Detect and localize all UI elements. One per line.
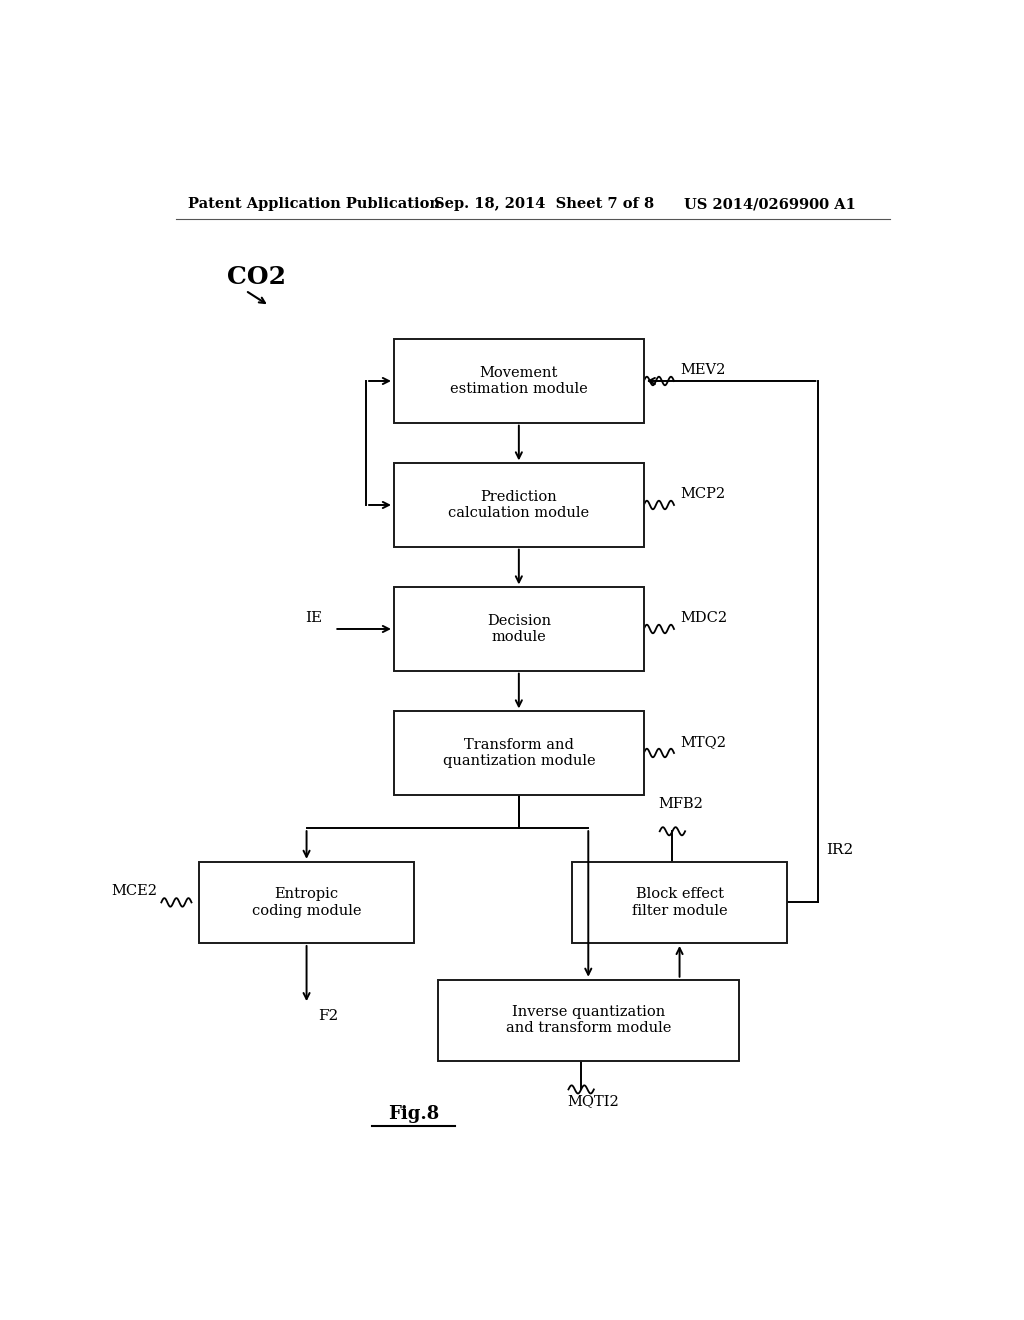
Text: MDC2: MDC2	[680, 611, 727, 624]
Text: Movement
estimation module: Movement estimation module	[450, 366, 588, 396]
Text: MFB2: MFB2	[658, 797, 703, 810]
FancyBboxPatch shape	[200, 862, 414, 942]
Text: US 2014/0269900 A1: US 2014/0269900 A1	[684, 197, 855, 211]
Text: Patent Application Publication: Patent Application Publication	[187, 197, 439, 211]
FancyBboxPatch shape	[394, 587, 644, 671]
FancyBboxPatch shape	[394, 339, 644, 422]
Text: CO2: CO2	[227, 265, 286, 289]
Text: Fig.8: Fig.8	[388, 1105, 439, 1123]
Text: Decision
module: Decision module	[486, 614, 551, 644]
FancyBboxPatch shape	[394, 463, 644, 546]
Text: Entropic
coding module: Entropic coding module	[252, 887, 361, 917]
Text: MEV2: MEV2	[680, 363, 726, 378]
Text: IE: IE	[305, 611, 323, 624]
FancyBboxPatch shape	[572, 862, 786, 942]
FancyBboxPatch shape	[394, 711, 644, 795]
Text: Inverse quantization
and transform module: Inverse quantization and transform modul…	[506, 1006, 671, 1035]
Text: MCP2: MCP2	[680, 487, 725, 500]
Text: Block effect
filter module: Block effect filter module	[632, 887, 727, 917]
Text: Transform and
quantization module: Transform and quantization module	[442, 738, 595, 768]
Text: MTQ2: MTQ2	[680, 735, 726, 748]
Text: Sep. 18, 2014  Sheet 7 of 8: Sep. 18, 2014 Sheet 7 of 8	[433, 197, 653, 211]
Text: IR2: IR2	[826, 842, 854, 857]
Text: MCE2: MCE2	[112, 884, 158, 899]
Text: MQTI2: MQTI2	[567, 1094, 618, 1109]
FancyBboxPatch shape	[437, 979, 739, 1061]
Text: Prediction
calculation module: Prediction calculation module	[449, 490, 590, 520]
Text: F2: F2	[318, 1008, 339, 1023]
